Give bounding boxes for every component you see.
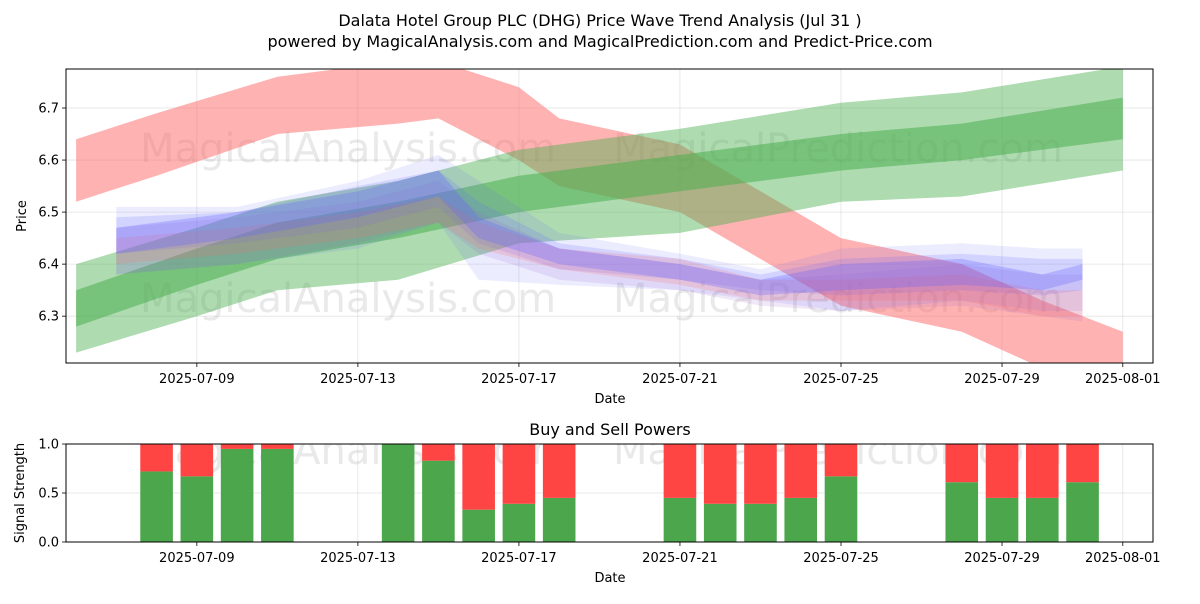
signal-title: Buy and Sell Powers — [529, 420, 691, 439]
price-x-label: Date — [594, 392, 625, 407]
sell-bar — [422, 444, 455, 461]
price-y-label: Price — [15, 200, 30, 232]
signal-y-label: Signal Strength — [13, 443, 28, 543]
green-wave-band — [76, 97, 1123, 327]
y-tick-label: 6.5 — [38, 206, 59, 221]
blue-wave-band — [116, 154, 1083, 311]
sell-bar — [1066, 444, 1099, 483]
y-tick-label: 0.0 — [38, 536, 59, 551]
signal-x-label: Date — [594, 571, 625, 586]
buy-bar — [744, 503, 777, 542]
red-wave-band — [76, 69, 1123, 363]
sell-bar — [663, 444, 697, 498]
signal-panel: Buy and Sell Powers MagicalAnalysis.com … — [13, 420, 1161, 586]
buy-bar — [1066, 482, 1099, 542]
red-wave-band — [116, 196, 1083, 317]
signal-bars — [140, 444, 1099, 542]
price-y-ticks: 6.3 6.4 6.5 6.6 6.7 — [38, 102, 66, 325]
sell-bar — [945, 444, 979, 483]
blue-wave-band — [116, 170, 1083, 296]
price-plot-frame — [65, 68, 1154, 364]
x-tick-label: 2025-07-13 — [320, 372, 396, 387]
buy-bar — [220, 448, 254, 542]
purple-wave-band — [116, 180, 1083, 322]
buy-bar — [462, 509, 495, 542]
sell-bar — [703, 444, 737, 504]
buy-bar — [784, 497, 818, 542]
buy-bar — [945, 482, 979, 542]
y-tick-label: 6.4 — [38, 258, 59, 273]
x-tick-label: 2025-07-09 — [159, 551, 235, 566]
buy-bar — [502, 503, 536, 542]
sell-bar — [985, 444, 1019, 498]
buy-bar — [381, 444, 415, 542]
blue-wave-band — [116, 170, 1083, 296]
sell-bar — [261, 444, 294, 449]
sell-bar — [502, 444, 536, 504]
buy-bar — [703, 503, 737, 542]
x-tick-label: 2025-07-25 — [803, 551, 879, 566]
sell-bar — [220, 444, 254, 449]
price-panel: MagicalAnalysis.com MagicalPrediction.co… — [15, 68, 1161, 407]
signal-x-ticks: 2025-07-09 2025-07-13 2025-07-17 2025-07-21… — [159, 542, 1161, 566]
sell-bar — [462, 444, 495, 510]
x-tick-label: 2025-07-17 — [481, 372, 557, 387]
x-tick-label: 2025-07-09 — [159, 372, 235, 387]
sell-bar — [180, 444, 214, 477]
x-tick-label: 2025-07-21 — [642, 372, 718, 387]
buy-bar — [140, 471, 173, 542]
x-tick-label: 2025-07-13 — [320, 551, 396, 566]
x-tick-label: 2025-07-29 — [964, 372, 1040, 387]
x-tick-label: 2025-07-25 — [803, 372, 879, 387]
sell-bar — [140, 444, 173, 472]
y-tick-label: 0.5 — [38, 487, 59, 502]
y-tick-label: 1.0 — [38, 438, 59, 453]
buy-bar — [261, 448, 294, 542]
x-tick-label: 2025-08-01 — [1085, 551, 1161, 566]
buy-bar — [985, 497, 1019, 542]
x-tick-label: 2025-07-21 — [642, 551, 718, 566]
watermark: MagicalAnalysis.com — [140, 276, 556, 322]
buy-bar — [824, 476, 858, 542]
x-tick-label: 2025-07-17 — [481, 551, 557, 566]
buy-bar — [542, 497, 576, 542]
x-tick-label: 2025-07-29 — [964, 551, 1040, 566]
y-tick-label: 6.7 — [38, 102, 59, 117]
sell-bar — [1025, 444, 1059, 498]
figure-subtitle: powered by MagicalAnalysis.com and Magic… — [267, 32, 932, 51]
price-x-ticks: 2025-07-09 2025-07-13 2025-07-17 2025-07-21… — [159, 363, 1161, 387]
y-tick-label: 6.3 — [38, 310, 59, 325]
x-tick-label: 2025-08-01 — [1085, 372, 1161, 387]
y-tick-label: 6.6 — [38, 154, 59, 169]
price-bands — [76, 69, 1123, 363]
sell-bar — [824, 444, 858, 477]
buy-bar — [180, 476, 214, 542]
buy-bar — [422, 460, 455, 542]
sell-bar — [542, 444, 576, 498]
buy-bar — [1025, 497, 1059, 542]
signal-y-ticks: 0.0 0.5 1.0 — [38, 438, 66, 551]
sell-bar — [744, 444, 777, 504]
sell-bar — [784, 444, 818, 498]
buy-bar — [663, 497, 697, 542]
figure-title: Dalata Hotel Group PLC (DHG) Price Wave … — [338, 11, 861, 30]
